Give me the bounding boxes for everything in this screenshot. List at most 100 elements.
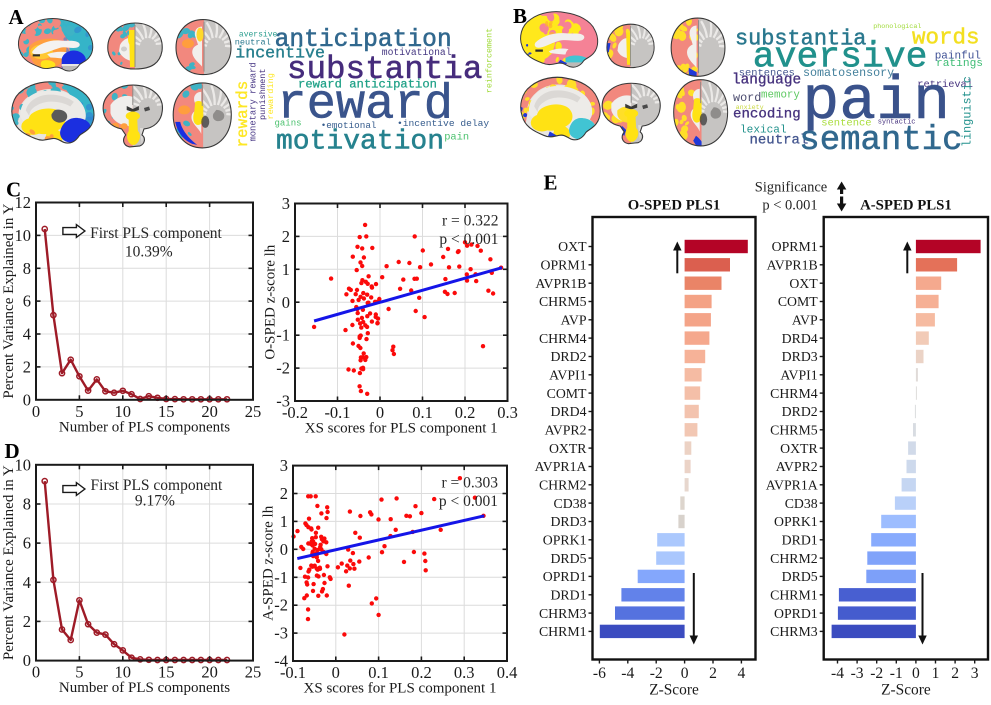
svg-text:AVPR2: AVPR2 xyxy=(545,423,587,438)
svg-text:somatosensory: somatosensory xyxy=(803,66,894,80)
svg-text:CHRM5: CHRM5 xyxy=(539,294,587,309)
svg-text:DRD3: DRD3 xyxy=(782,349,818,364)
svg-text:memory: memory xyxy=(761,90,800,102)
svg-text:DRD3: DRD3 xyxy=(550,514,586,529)
svg-text:0: 0 xyxy=(23,390,31,409)
svg-text:syntactic: syntactic xyxy=(878,119,916,127)
svg-text:A: A xyxy=(9,5,25,29)
svg-text:COMT: COMT xyxy=(547,386,587,401)
svg-text:O-SPED z-score lh: O-SPED z-score lh xyxy=(263,244,279,359)
svg-text:AVPR1A: AVPR1A xyxy=(535,459,587,474)
svg-text:sentences: sentences xyxy=(739,68,795,80)
svg-text:OPRD1: OPRD1 xyxy=(774,606,818,621)
svg-text:10: 10 xyxy=(115,402,132,421)
svg-text:3: 3 xyxy=(971,665,979,682)
svg-text:semantic: semantic xyxy=(799,122,962,160)
svg-text:OXT: OXT xyxy=(558,239,587,254)
svg-text:AVPR1A: AVPR1A xyxy=(766,478,818,493)
svg-text:15: 15 xyxy=(158,663,175,682)
svg-text:neutral: neutral xyxy=(235,38,271,48)
svg-text:linguistic: linguistic xyxy=(961,76,975,147)
svg-text:word: word xyxy=(733,91,761,105)
svg-text:25: 25 xyxy=(245,663,262,682)
svg-text:p < 0.001: p < 0.001 xyxy=(762,198,817,214)
svg-text:C: C xyxy=(6,178,21,202)
svg-text:2: 2 xyxy=(280,484,288,503)
svg-text:OPRK1: OPRK1 xyxy=(543,533,587,548)
svg-text:1: 1 xyxy=(282,260,290,279)
svg-text:AVPI1: AVPI1 xyxy=(549,368,586,383)
svg-text:punishment: punishment xyxy=(258,68,268,120)
svg-text:3: 3 xyxy=(280,456,288,475)
svg-text:substantia.: substantia. xyxy=(735,26,880,51)
svg-text:Number of PLS components: Number of PLS components xyxy=(59,419,230,435)
svg-text:25: 25 xyxy=(245,402,262,421)
svg-text:8: 8 xyxy=(23,259,31,278)
svg-text:4: 4 xyxy=(23,573,31,592)
svg-text:•emotional: •emotional xyxy=(321,120,377,131)
svg-text:Z-Score: Z-Score xyxy=(649,682,699,699)
svg-text:OXTR: OXTR xyxy=(780,441,818,456)
svg-text:-2: -2 xyxy=(274,596,288,615)
svg-text:painful: painful xyxy=(935,51,981,63)
svg-text:O-SPED PLS1: O-SPED PLS1 xyxy=(628,198,721,214)
svg-text:-0.1: -0.1 xyxy=(280,663,306,682)
svg-text:OPRM1: OPRM1 xyxy=(772,239,818,254)
svg-text:DRD2: DRD2 xyxy=(550,349,586,364)
svg-text:1: 1 xyxy=(932,665,940,682)
svg-text:words: words xyxy=(912,25,980,51)
svg-text:p < 0.001: p < 0.001 xyxy=(439,493,498,510)
svg-text:-3: -3 xyxy=(851,665,864,682)
svg-text:-6: -6 xyxy=(593,665,606,682)
svg-text:AVPR2: AVPR2 xyxy=(776,459,818,474)
svg-text:DRD4: DRD4 xyxy=(550,404,586,419)
svg-text:B: B xyxy=(513,4,527,28)
svg-text:r = 0.322: r = 0.322 xyxy=(442,213,499,230)
svg-text:3: 3 xyxy=(282,194,290,213)
svg-text:0: 0 xyxy=(32,402,40,421)
svg-text:reinforcement: reinforcement xyxy=(484,28,494,93)
svg-text:XS scores for PLS component 1: XS scores for PLS component 1 xyxy=(305,421,498,437)
svg-text:First PLS component: First PLS component xyxy=(91,477,223,494)
svg-text:15: 15 xyxy=(158,402,175,421)
svg-text:DRD1: DRD1 xyxy=(550,588,586,603)
svg-text:0: 0 xyxy=(332,663,340,682)
svg-text:0.1: 0.1 xyxy=(412,403,433,422)
svg-text:•incentive delay: •incentive delay xyxy=(397,118,489,129)
svg-text:0: 0 xyxy=(681,665,689,682)
svg-text:5: 5 xyxy=(75,402,83,421)
svg-text:0: 0 xyxy=(23,651,31,670)
svg-text:-0.1: -0.1 xyxy=(324,403,350,422)
svg-text:-3: -3 xyxy=(276,392,290,411)
svg-text:OPRD1: OPRD1 xyxy=(543,569,587,584)
svg-text:encoding: encoding xyxy=(733,107,801,123)
svg-text:phonological: phonological xyxy=(873,23,921,31)
svg-text:anxiety: anxiety xyxy=(736,104,764,112)
svg-text:CHRM1: CHRM1 xyxy=(770,588,818,603)
svg-text:10: 10 xyxy=(15,455,32,474)
svg-text:0: 0 xyxy=(282,293,290,312)
svg-text:8: 8 xyxy=(23,495,31,514)
svg-text:0: 0 xyxy=(376,403,384,422)
svg-text:incentive: incentive xyxy=(235,43,325,62)
svg-text:AVPI1: AVPI1 xyxy=(780,368,817,383)
svg-text:retrieval: retrieval xyxy=(917,79,973,91)
svg-text:ratings: ratings xyxy=(936,58,983,70)
svg-text:CHRM4: CHRM4 xyxy=(770,386,818,401)
svg-text:-0.2: -0.2 xyxy=(282,403,308,422)
svg-text:A-SPED PLS1: A-SPED PLS1 xyxy=(860,198,952,214)
svg-text:motivational: motivational xyxy=(382,47,452,58)
svg-text:pain: pain xyxy=(444,132,469,144)
svg-text:0: 0 xyxy=(32,663,40,682)
svg-text:2: 2 xyxy=(282,227,290,246)
svg-text:CHRM4: CHRM4 xyxy=(539,331,587,346)
svg-text:CD38: CD38 xyxy=(785,496,818,511)
svg-text:AVPR1B: AVPR1B xyxy=(535,276,586,291)
svg-text:reward: reward xyxy=(277,77,453,133)
svg-text:0.3: 0.3 xyxy=(497,403,518,422)
svg-text:-4: -4 xyxy=(621,665,634,682)
svg-text:OXT: OXT xyxy=(789,276,818,291)
svg-text:-2: -2 xyxy=(276,359,290,378)
svg-text:2: 2 xyxy=(951,665,959,682)
svg-text:OPRM1: OPRM1 xyxy=(540,258,586,273)
